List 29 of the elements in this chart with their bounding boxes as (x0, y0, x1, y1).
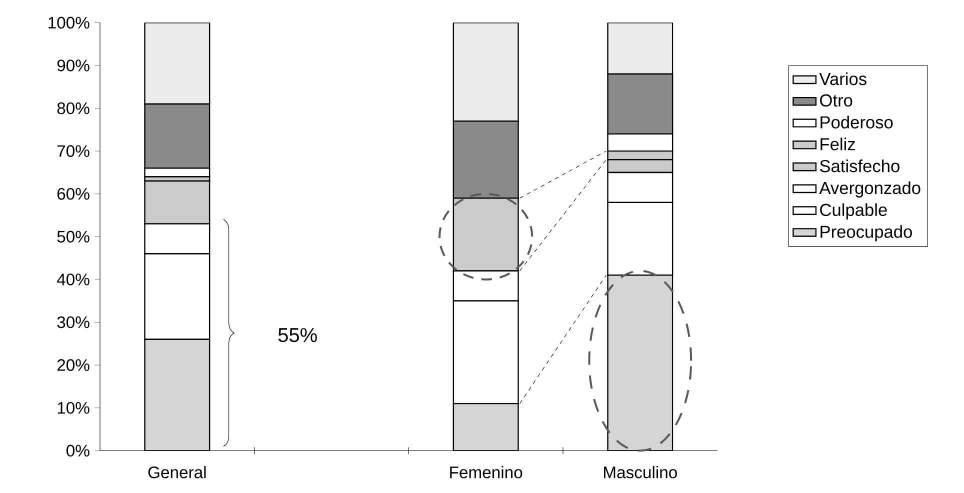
y-tick-label: 100% (48, 16, 90, 28)
annotation: 55% (278, 328, 317, 342)
legend-label: Preocupado (820, 225, 912, 242)
y-tick-label: 90% (57, 59, 90, 72)
x-tick-label: Masculino (604, 466, 677, 478)
legend-label: Poderoso (820, 116, 893, 128)
y-tick-label: 40% (56, 273, 90, 286)
legend-label: Otro (820, 94, 852, 106)
y-tick-label: 30% (57, 316, 90, 328)
bar (452, 402, 519, 451)
legend-label: Feliz (820, 137, 855, 150)
legend-label: Varios (819, 72, 866, 85)
bar (144, 22, 210, 104)
y-tick-label: 50% (57, 230, 90, 242)
bar (607, 274, 674, 451)
x-tick-label: General (148, 466, 206, 478)
y-tick-label: 0% (66, 444, 90, 456)
x-tick-label: Femenino (450, 466, 522, 478)
legend-label: Avergonzado (819, 181, 920, 198)
legend-label: Culpable (820, 203, 887, 220)
y-tick-label: 70% (57, 145, 90, 157)
legend-label: Satisfecho (820, 159, 900, 172)
y-tick-label: 80% (57, 102, 90, 114)
bar (607, 22, 674, 74)
bar (144, 338, 210, 451)
y-tick-label: 20% (57, 359, 90, 371)
y-tick-label: 60% (57, 188, 90, 200)
bar (452, 22, 519, 122)
y-tick-label: 10% (58, 402, 90, 414)
